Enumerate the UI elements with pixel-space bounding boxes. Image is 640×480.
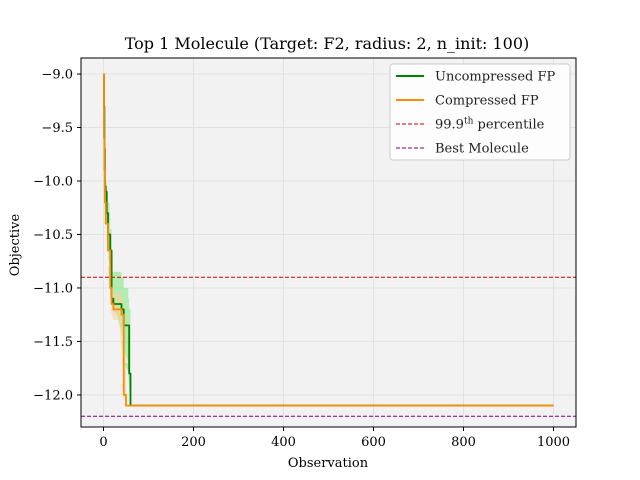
x-tick-label: 800 [451, 435, 476, 450]
chart-title: Top 1 Molecule (Target: F2, radius: 2, n… [125, 34, 530, 53]
plot-frame [80, 57, 577, 428]
y-axis-label: Objective [8, 213, 23, 276]
y-tick-label: −10.0 [33, 175, 73, 190]
series-lines [103, 73, 554, 407]
y-tick-label: −10.5 [33, 228, 73, 243]
x-tick-label: 600 [361, 435, 386, 450]
x-tick-label: 400 [271, 435, 296, 450]
series-line-1 [103, 73, 554, 407]
x-tick-label: 200 [181, 435, 206, 450]
x-axis: 0 200 400 600 800 1000 [99, 427, 570, 450]
legend-box [389, 63, 571, 161]
x-tick-label: 0 [99, 435, 107, 450]
legend-label-main: 99.9 [435, 118, 464, 133]
reference-lines [81, 276, 576, 417]
legend: Uncompressed FP Compressed FP 99.9th perce… [389, 63, 571, 161]
legend-label-main: Best Molecule [435, 142, 529, 157]
x-tick-label: 1000 [537, 435, 570, 450]
y-tick-label: −9.5 [41, 121, 73, 136]
grid [81, 58, 576, 427]
legend-label-ref-0: 99.9th percentile [435, 117, 545, 133]
legend-label-rest: percentile [473, 118, 544, 133]
y-tick-label: −11.5 [33, 335, 73, 350]
y-tick-label: −11.0 [33, 281, 73, 296]
legend-label-series-1: Compressed FP [435, 94, 539, 109]
legend-label-superscript: th [464, 117, 474, 127]
y-tick-label: −12.0 [33, 388, 73, 403]
x-axis-label: Observation [288, 456, 369, 471]
y-axis: −9.0 −9.5 −10.0 −10.5 −11.0 −11.5 −12.0 [33, 68, 81, 403]
legend-label-ref-1: Best Molecule [435, 142, 529, 157]
legend-label-series-0: Uncompressed FP [435, 70, 556, 85]
y-tick-label: −9.0 [41, 68, 73, 83]
